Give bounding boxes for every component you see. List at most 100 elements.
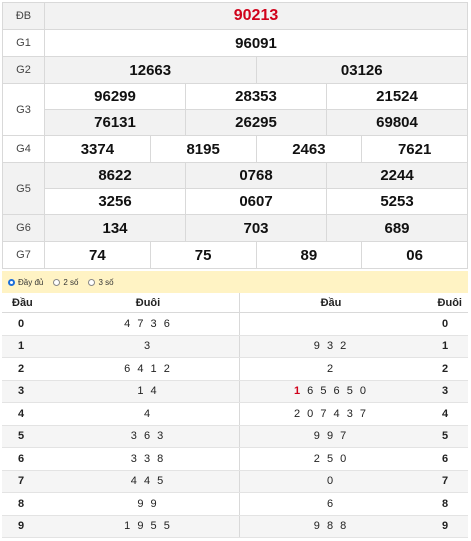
g6-number: 689 bbox=[326, 214, 468, 242]
loto-tails-cell: 4 4 5 bbox=[57, 470, 240, 493]
loto-head-cell: 2 bbox=[2, 357, 57, 381]
g4-number: 3374 bbox=[44, 135, 151, 163]
option-two-label: 2 số bbox=[63, 277, 79, 287]
header-dau-left: Đầu bbox=[2, 293, 57, 313]
g7-number: 75 bbox=[149, 241, 257, 269]
radio-selected-icon[interactable] bbox=[8, 278, 15, 286]
option-three-digits[interactable]: 3 số bbox=[88, 277, 114, 287]
g4-number: 7621 bbox=[361, 135, 468, 163]
special-prize-number: 90213 bbox=[44, 2, 468, 30]
prize-label-g1: G1 bbox=[2, 29, 45, 57]
loto-tail-cell: 4 bbox=[422, 402, 468, 426]
display-options-bar: Đầy đủ 2 số 3 số bbox=[2, 271, 468, 293]
g3-number: 28353 bbox=[185, 83, 327, 110]
loto-head-cell: 1 bbox=[2, 335, 57, 358]
g6-number: 134 bbox=[44, 214, 186, 242]
loto-head-cell: 6 bbox=[2, 447, 57, 471]
g3-number: 69804 bbox=[326, 109, 468, 136]
loto-heads-cell: 9 3 2 bbox=[239, 335, 422, 358]
loto-tails-cell: 4 bbox=[57, 402, 240, 426]
g7-number: 74 bbox=[44, 241, 151, 269]
option-full[interactable]: Đầy đủ bbox=[8, 278, 43, 287]
g5-number: 5253 bbox=[326, 188, 468, 215]
loto-heads-cell: 9 8 8 bbox=[239, 515, 422, 538]
loto-heads-cell: 2 5 0 bbox=[239, 447, 422, 471]
g7-number: 06 bbox=[361, 241, 468, 269]
loto-tails-cell: 3 6 3 bbox=[57, 425, 240, 448]
loto-head-cell: 3 bbox=[2, 380, 57, 403]
option-full-label: Đầy đủ bbox=[18, 277, 44, 287]
loto-head-cell: 9 bbox=[2, 515, 57, 538]
prize-label-g6: G6 bbox=[2, 214, 45, 242]
loto-heads-cell: 2 0 7 4 3 7 bbox=[239, 402, 422, 426]
loto-head-cell: 5 bbox=[2, 425, 57, 448]
header-duoi-right: Đuôi bbox=[422, 293, 468, 313]
g3-number: 21524 bbox=[326, 83, 468, 110]
g5-number: 8622 bbox=[44, 162, 186, 189]
g5-number: 0768 bbox=[185, 162, 327, 189]
loto-tails-cell: 1 4 bbox=[57, 380, 240, 403]
results-table: ĐB 90213 G1 96091 G2 12663 03126 G3 9629… bbox=[2, 2, 468, 269]
g2-number: 12663 bbox=[44, 56, 257, 84]
g6-number: 703 bbox=[185, 214, 327, 242]
g3-number: 96299 bbox=[44, 83, 186, 110]
prize-label-db: ĐB bbox=[2, 2, 45, 30]
g4-number: 8195 bbox=[149, 135, 257, 163]
g5-number: 2244 bbox=[326, 162, 468, 189]
prize-label-g2: G2 bbox=[2, 56, 45, 84]
loto-heads-cell: 9 9 7 bbox=[239, 425, 422, 448]
g4-number: 2463 bbox=[255, 135, 363, 163]
g3-number: 26295 bbox=[185, 109, 327, 136]
loto-tail-cell: 1 bbox=[422, 335, 468, 358]
g7-number: 89 bbox=[255, 241, 363, 269]
loto-head-cell: 0 bbox=[2, 312, 57, 336]
loto-heads-cell: 2 bbox=[239, 357, 422, 381]
g5-number: 0607 bbox=[185, 188, 327, 215]
g3-number: 76131 bbox=[44, 109, 186, 136]
loto-tails-cell: 6 4 1 2 bbox=[57, 357, 240, 381]
loto-head-cell: 8 bbox=[2, 492, 57, 516]
prize-label-g5: G5 bbox=[2, 162, 45, 215]
loto-heads-cell bbox=[239, 312, 422, 336]
radio-icon[interactable] bbox=[88, 278, 96, 286]
loto-tails-cell: 4 7 3 6 bbox=[57, 312, 240, 336]
g1-number: 96091 bbox=[44, 29, 468, 57]
loto-heads-cell: 6 bbox=[239, 492, 422, 516]
prize-label-g7: G7 bbox=[2, 241, 45, 269]
loto-tail-cell: 0 bbox=[422, 312, 468, 336]
loto-tail-cell: 5 bbox=[422, 425, 468, 448]
g5-number: 3256 bbox=[44, 188, 186, 215]
loto-tails-cell: 3 3 8 bbox=[57, 447, 240, 471]
loto-tails-cell: 1 9 5 5 bbox=[57, 515, 240, 538]
option-two-digits[interactable]: 2 số bbox=[53, 278, 78, 287]
loto-tail-cell: 2 bbox=[422, 357, 468, 381]
prize-label-g4: G4 bbox=[2, 135, 45, 163]
loto-heads-cell: 0 bbox=[239, 470, 422, 493]
loto-tail-cell: 6 bbox=[422, 447, 468, 471]
loto-head-cell: 7 bbox=[2, 470, 57, 493]
loto-tail-cell: 9 bbox=[422, 515, 468, 538]
loto-tail-cell: 7 bbox=[422, 470, 468, 493]
loto-tail-cell: 3 bbox=[422, 380, 468, 403]
loto-tails-cell: 3 bbox=[57, 335, 240, 358]
prize-label-g3: G3 bbox=[2, 83, 45, 136]
loto-tails-cell: 9 9 bbox=[57, 492, 240, 516]
header-dau-right: Đầu bbox=[239, 293, 422, 313]
option-three-label: 3 số bbox=[98, 277, 114, 287]
radio-icon[interactable] bbox=[53, 278, 61, 286]
loto-tail-cell: 8 bbox=[422, 492, 468, 516]
loto-head-cell: 4 bbox=[2, 402, 57, 426]
header-duoi-left: Đuôi bbox=[57, 293, 240, 313]
g2-number: 03126 bbox=[255, 56, 468, 84]
